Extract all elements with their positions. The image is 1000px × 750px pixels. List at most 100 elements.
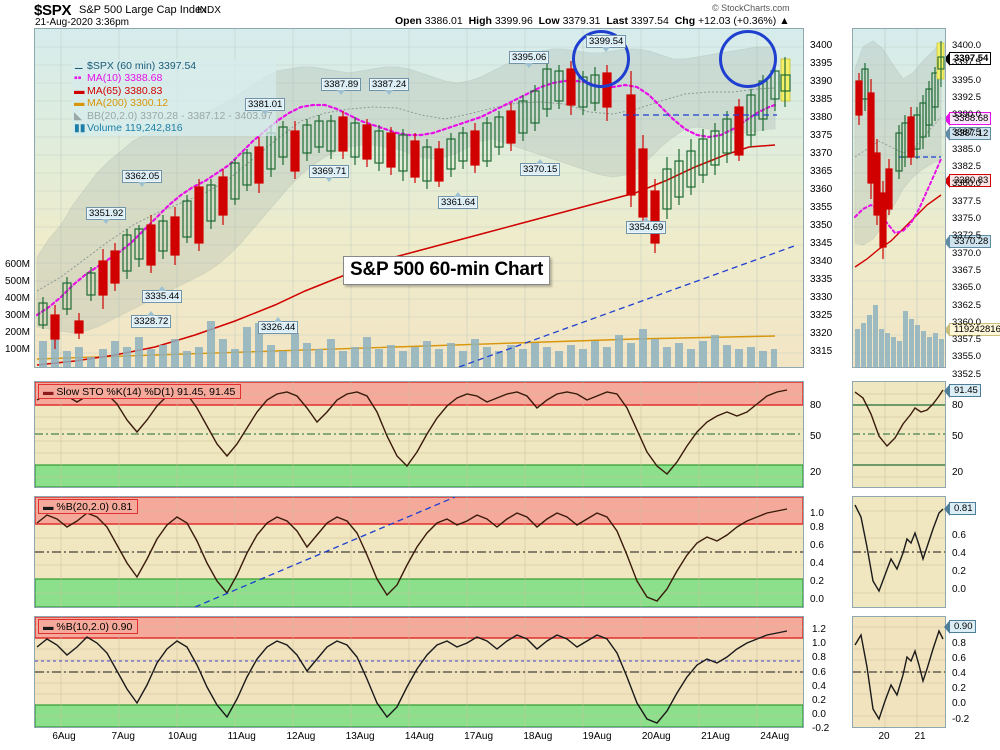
price-axis-tick: 3360 — [810, 184, 833, 195]
mini-price-axis-tick: 3367.5 — [952, 264, 982, 276]
mini-percent-b-10-line — [854, 629, 944, 721]
symbol-ticker: $SPX — [34, 2, 72, 19]
mini-percent-b-10-panel[interactable] — [852, 616, 946, 728]
percent-b-20-axis-tick: 0.2 — [810, 576, 824, 587]
x-axis-tick: 21Aug — [701, 731, 730, 742]
last-value: 3397.54 — [630, 15, 669, 27]
price-callout: 3328.72 — [131, 311, 172, 328]
high-value: 3399.96 — [494, 15, 533, 27]
stockcharts-watermark: © StockCharts.com — [712, 3, 790, 13]
mini-percent-b-20-axis-tick: 0.4 — [952, 548, 966, 559]
percent-b-10-svg — [35, 617, 803, 727]
low-label: Low — [538, 15, 560, 27]
x-axis-tick: 11Aug — [227, 731, 256, 742]
mini-volume-bars — [855, 305, 944, 367]
annotation-circle-peak — [572, 30, 630, 88]
price-callout: 3395.06 — [509, 51, 550, 68]
mini-price-axis-tick: 3390.0 — [952, 109, 982, 121]
chg-label: Chg — [674, 15, 696, 27]
chart-datetime: 21-Aug-2020 3:36pm — [35, 17, 129, 28]
mini-percent-b-10-axis-tick: 0.0 — [952, 698, 966, 709]
mini-percent-b-20-axis-tick: 0.2 — [952, 566, 966, 577]
mini-price-axis-tick: 3392.5 — [952, 91, 982, 103]
volume-value-tag: 119242816 — [944, 323, 1000, 337]
volume-bars — [39, 321, 777, 367]
volume-axis-tick: 500M — [4, 276, 30, 287]
price-callout: 3351.92 — [86, 207, 127, 224]
legend-ma200-row: ▬ MA(200) 3300.12 — [74, 97, 273, 109]
volume-axis-tick: 300M — [4, 310, 30, 321]
mini-price-axis-tick: 3370.0 — [952, 247, 982, 259]
percent-b-10-axis-tick: 0.2 — [812, 695, 826, 706]
legend-ma200-text: MA(200) 3300.12 — [87, 97, 169, 110]
percent-b-20-axis-tick: 0.0 — [810, 594, 824, 605]
mini-stochastic-svg — [853, 382, 945, 487]
percent-b-20-trendline — [194, 497, 456, 607]
price-callout: 3361.64 — [438, 192, 479, 209]
percent-b-10-axis-tick: 1.0 — [812, 638, 826, 649]
price-axis-tick: 3330 — [810, 292, 833, 303]
price-axis-tick: 3315 — [810, 346, 833, 357]
price-axis-tick: 3385 — [810, 94, 833, 105]
price-panel[interactable]: ⚊ $SPX (60 min) 3397.54 ▪▪ MA(10) 3388.68 … — [34, 28, 804, 368]
price-axis-tick: 3365 — [810, 166, 833, 177]
last-candle-highlight — [780, 57, 791, 107]
x-axis-tick: 10Aug — [167, 731, 197, 742]
mini-price-axis-tick: 3395.0 — [952, 74, 982, 86]
mini-percent-b-20-line — [854, 504, 944, 593]
legend-line-icon: ▬ — [43, 501, 54, 513]
percent-b-10-axis-tick: 0.4 — [812, 681, 826, 692]
mini-stochastic-panel[interactable] — [852, 381, 946, 488]
stochastic-panel[interactable]: ▬ Slow STO %K(14) %D(1) 91.45, 91.45 — [34, 381, 804, 488]
bb-lower-tag: 3370.28 — [943, 235, 992, 249]
price-callout: 3362.05 — [122, 170, 163, 187]
ma10-line — [35, 79, 777, 317]
bb-middle-tag: 3387.12 — [943, 127, 992, 141]
mini-sto-axis-tick: 50 — [952, 431, 964, 442]
percent-b-10-axis-tick: 1.2 — [812, 624, 826, 635]
percent-b-10-panel[interactable]: ▬ %B(10,2.0) 0.90 — [34, 616, 804, 728]
mini-x-axis-tick: 20 — [878, 731, 890, 742]
mini-ma10-line — [854, 158, 942, 235]
price-axis-tick: 3340 — [810, 256, 833, 267]
x-axis-tick: 24Aug — [760, 731, 790, 742]
x-axis-tick: 7Aug — [111, 731, 135, 742]
histogram-icon: ▮▮ — [74, 121, 86, 134]
percent-b-20-axis-tick: 0.4 — [810, 558, 824, 569]
mini-price-axis-tick: 3377.5 — [952, 195, 982, 207]
x-axis-tick: 12Aug — [286, 731, 316, 742]
mini-percent-b-10-axis-tick: -0.2 — [952, 714, 970, 725]
mini-percent-b-20-panel[interactable] — [852, 496, 946, 608]
band-area-icon: ◣ — [74, 109, 83, 122]
percent-b-10-axis-tick: 0.6 — [812, 667, 826, 678]
symbol-type: INDX — [197, 5, 221, 16]
quote-bar: Open 3386.01 High 3399.96 Low 3379.31 La… — [395, 15, 790, 27]
mini-price-axis-tick: 3375.0 — [952, 213, 982, 224]
percent-b-10-axis-tick: -0.2 — [812, 723, 830, 734]
price-axis-tick: 3370 — [810, 148, 833, 159]
mini-price-axis-tick: 3357.5 — [952, 334, 982, 346]
mini-price-panel[interactable] — [852, 28, 946, 368]
legend-ma65-row: ▬ MA(65) 3380.83 — [74, 85, 273, 97]
percent-b-20-axis-tick: 0.6 — [810, 540, 824, 551]
high-label: High — [468, 15, 492, 27]
sto-axis-tick: 20 — [810, 467, 822, 478]
percent-b-20-panel[interactable]: ▬ %B(20,2.0) 0.81 — [34, 496, 804, 608]
x-axis-tick: 14Aug — [404, 731, 434, 742]
x-axis-tick: 13Aug — [345, 731, 375, 742]
legend-bb-text: BB(20,2.0) 3370.28 - 3387.12 - 3403.97 — [87, 109, 273, 122]
mini-price-axis-tick: 3372.5 — [952, 230, 982, 242]
mini-price-axis-tick: 3400.0 — [952, 40, 982, 51]
percent-b-20-axis-tick: 1.0 — [810, 508, 824, 519]
x-axis-tick: 18Aug — [523, 731, 553, 742]
mini-price-axis-tick: 3355.0 — [952, 351, 982, 363]
stochastic-legend-text: Slow STO %K(14) %D(1) 91.45, 91.45 — [56, 386, 236, 398]
mini-percent-b-10-axis-tick: 0.4 — [952, 668, 966, 679]
stochastic-svg — [35, 382, 803, 487]
price-axis-tick: 3390 — [810, 76, 833, 87]
legend-volume-row: ▮▮Volume 119,242,816 — [74, 122, 273, 134]
mini-sto-axis-tick: 20 — [952, 467, 964, 478]
price-panel-legend: ⚊ $SPX (60 min) 3397.54 ▪▪ MA(10) 3388.68 … — [72, 59, 276, 137]
percent-b-20-line — [36, 508, 788, 602]
